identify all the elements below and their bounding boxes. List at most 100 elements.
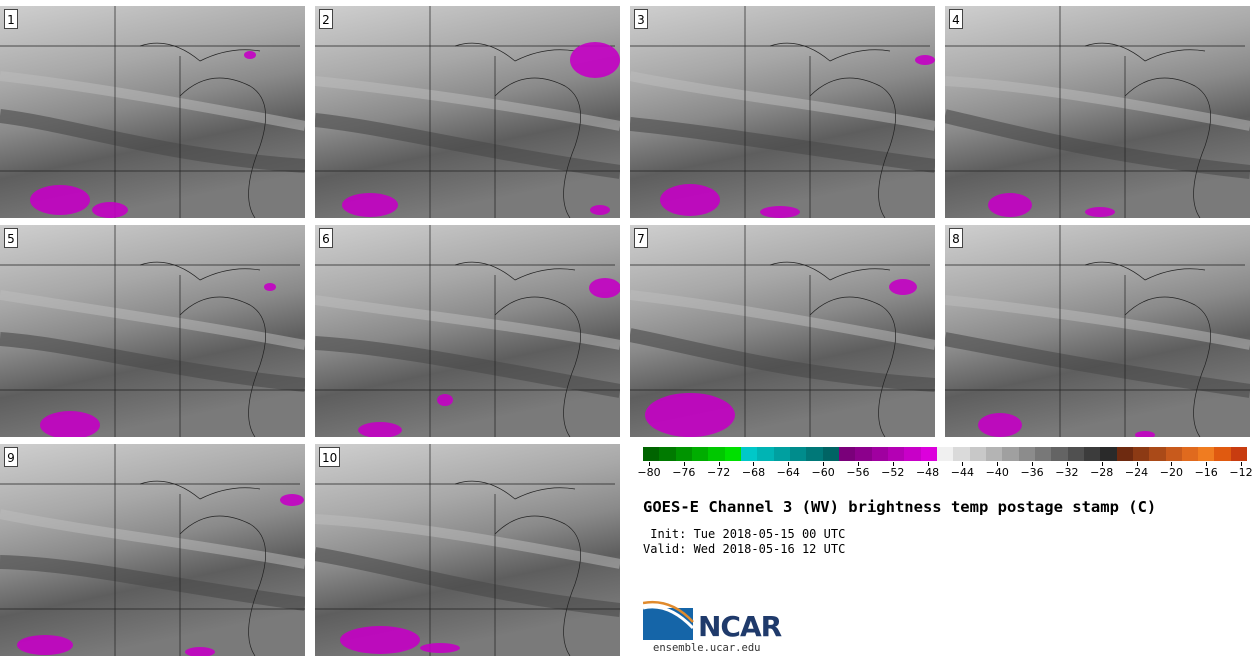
colorbar-swatch [643,447,660,461]
panel-number: 9 [4,447,18,467]
colorbar-swatch [740,447,758,461]
colorbar-tick-label: −64 [776,466,800,479]
panel-number: 8 [949,228,963,248]
ensemble-member-panel: 1 [0,6,305,218]
colorbar-tick-label: −80 [637,466,661,479]
colorbar-swatch [1067,447,1084,461]
colorbar-swatch [1165,447,1182,461]
colorbar-swatch [936,447,954,461]
site-url[interactable]: ensemble.ucar.edu [653,642,761,654]
colorbar-swatch [969,447,986,461]
colorbar-tick [1066,462,1068,466]
colorbar-tick [892,462,894,466]
colorbar-tick [997,462,999,466]
colorbar-swatch [1149,447,1166,461]
colorbar-swatch [659,447,676,461]
colorbar-swatch [838,447,856,461]
colorbar-swatch [1198,447,1215,461]
colorbar-swatch [855,447,872,461]
colorbar-swatch [1116,447,1133,461]
colorbar-swatch [1002,447,1019,461]
ensemble-member-panel: 4 [945,6,1250,218]
colorbar-swatch [985,447,1003,461]
colorbar-tick-label: −72 [707,466,731,479]
colorbar-tick [649,462,650,466]
colorbar-swatch [871,447,888,461]
colorbar-tick [1032,462,1034,466]
colorbar-swatch [1083,447,1101,461]
colorbar-tick-label: −48 [915,466,940,479]
colorbar-tick-label: −24 [1124,466,1149,479]
colorbar-swatch [1051,447,1068,461]
colorbar-tick-label: −52 [881,466,905,479]
colorbar-swatch [1214,447,1231,461]
colorbar-swatch [920,447,937,461]
colorbar-swatch [953,447,970,461]
colorbar-swatch [724,447,741,461]
colorbar-tick [823,462,825,466]
colorbar-tick-label: −68 [741,466,766,479]
ensemble-member-panel: 3 [630,6,935,218]
colorbar-tick [1241,462,1242,466]
ensemble-member-panel: 6 [315,225,620,437]
colorbar [643,447,1248,461]
colorbar-swatch [904,447,921,461]
ncar-logo-text: NCAR [698,610,782,643]
colorbar-tick-label: −60 [811,466,835,479]
colorbar-tick [788,462,790,466]
colorbar-swatch [887,447,905,461]
colorbar-swatch [708,447,725,461]
colorbar-ticks: −80 −76 −72 −68 −64 −60 −56 −52 −48 −44 −40 −36 −32−… [637,462,1253,484]
ensemble-member-panel: 9 [0,444,305,656]
valid-time: Valid: Wed 2018-05-16 12 UTC [643,542,846,556]
panel-number: 5 [4,228,18,248]
colorbar-tick-label: −44 [950,466,975,479]
colorbar-swatch [789,447,807,461]
colorbar-swatch [822,447,839,461]
panel-number: 1 [4,9,18,29]
colorbar-swatch [1181,447,1199,461]
colorbar-tick-label: −12 [1229,466,1253,479]
colorbar-tick [1136,462,1138,466]
colorbar-swatch [675,447,692,461]
colorbar-tick-label: −56 [846,466,870,479]
panel-number: 2 [319,9,333,29]
colorbar-swatch [1230,447,1248,461]
colorbar-tick [927,462,929,466]
colorbar-tick-label: −16 [1194,466,1218,479]
panel-number: 7 [634,228,648,248]
ensemble-member-panel: 2 [315,6,620,218]
colorbar-tick [718,462,720,466]
colorbar-swatch [757,447,774,461]
colorbar-tick-label: −36 [1020,466,1044,479]
colorbar-swatch [1018,447,1035,461]
page-title: GOES-E Channel 3 (WV) brightness temp po… [643,498,1157,516]
colorbar-swatch [691,447,709,461]
colorbar-swatch [773,447,790,461]
panel-number: 3 [634,9,648,29]
colorbar-tick-label: −32 [1055,466,1079,479]
colorbar-tick-label: −20 [1159,466,1183,479]
ncar-logo-icon [643,600,695,640]
colorbar-tick-label: −76 [672,466,696,479]
init-time: Init: Tue 2018-05-15 00 UTC [643,527,846,541]
colorbar-tick [962,462,964,466]
ensemble-member-panel: 10 [315,444,620,656]
colorbar-tick [683,462,685,466]
colorbar-swatch [1100,447,1117,461]
ensemble-member-panel: 7 [630,225,935,437]
colorbar-tick-label: −40 [985,466,1009,479]
panel-number: 10 [319,447,341,467]
colorbar-tick-label: −28 [1090,466,1114,479]
ensemble-member-panel: 8 [945,225,1250,437]
colorbar-swatch [806,447,823,461]
colorbar-swatch [1132,447,1150,461]
colorbar-tick [753,462,755,466]
ensemble-member-panel: 5 [0,225,305,437]
colorbar-tick [857,462,859,466]
panel-number: 6 [319,228,333,248]
panel-number: 4 [949,9,963,29]
colorbar-tick [1171,462,1173,466]
colorbar-tick [1101,462,1103,466]
colorbar-tick [1206,462,1208,466]
